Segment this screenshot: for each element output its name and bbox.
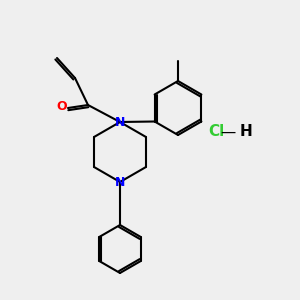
Text: N: N <box>115 116 125 128</box>
Text: Cl: Cl <box>208 124 224 140</box>
Text: H: H <box>240 124 253 140</box>
Text: O: O <box>57 100 67 113</box>
Text: N: N <box>115 176 125 188</box>
Text: —: — <box>220 124 236 140</box>
